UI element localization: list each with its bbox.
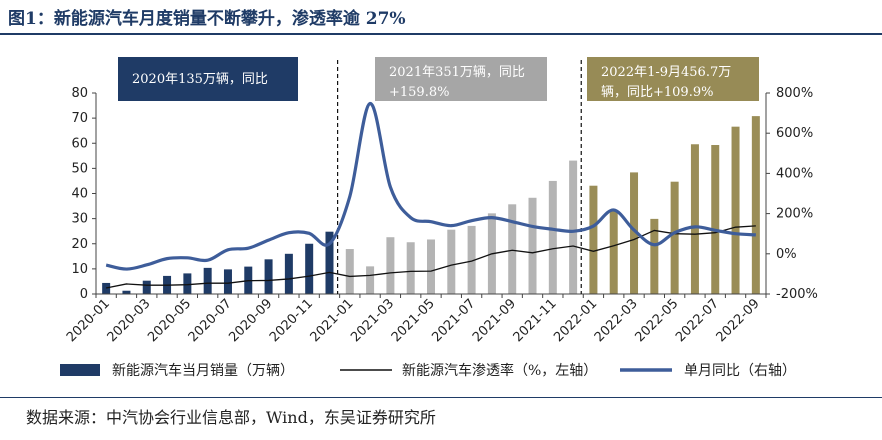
sales-bar-2022-05 [670, 181, 679, 294]
sales-bar-2021-10 [528, 197, 537, 294]
sales-bar-2021-06 [447, 229, 456, 294]
sales-bar-2021-02 [366, 266, 375, 294]
left-tick-label: 30 [71, 212, 88, 227]
right-tick-label: 400% [776, 166, 813, 181]
sales-bar-2020-02 [122, 290, 131, 294]
annotation-text: 2021年351万辆，同比 [389, 65, 525, 80]
sales-bar-2021-07 [467, 225, 476, 294]
sales-bar-2021-11 [548, 180, 557, 294]
annotation-boxes: 2020年135万辆，同比 2021年351万辆，同比 +159.8% 2022年1-… [118, 57, 759, 101]
sales-bar-2021-04 [406, 242, 415, 294]
penetration-line [106, 225, 756, 289]
x-tick-label: 2021-11 [511, 296, 560, 345]
legend-swatch-sales [60, 364, 100, 376]
annotation-text: +159.8% [389, 85, 449, 100]
sales-bar-2022-07 [711, 145, 720, 294]
right-tick-label: 0% [776, 247, 797, 262]
annotation-box [587, 57, 759, 101]
sales-bar-2022-08 [731, 126, 740, 294]
sales-bar-2020-01 [102, 282, 111, 294]
x-tick-label: 2020-07 [186, 296, 235, 345]
sales-bar-2020-07 [223, 269, 232, 294]
sales-bar-2022-09 [751, 116, 760, 295]
sales-bar-2020-10 [284, 253, 293, 294]
legend-label-sales: 新能源汽车当月销量（万辆） [112, 362, 294, 379]
sales-penetration-chart: 0 10 20 30 40 50 60 70 80 -200% 0% 200% 400% 600% 800… [60, 57, 818, 379]
x-ticks: 2020-012020-032020-052020-072020-092020-… [64, 294, 767, 345]
sales-bar-2022-04 [650, 218, 659, 294]
sales-bar-2021-03 [386, 237, 395, 294]
annotation-box [375, 57, 547, 101]
left-y-ticks: 0 10 20 30 40 50 60 70 80 [71, 86, 96, 302]
x-tick-label: 2020-11 [267, 296, 316, 345]
title-rule [0, 33, 882, 35]
right-tick-label: 200% [776, 207, 813, 222]
left-tick-label: 50 [71, 161, 88, 176]
sales-bar-2020-09 [264, 259, 273, 294]
right-tick-label: -200% [776, 287, 818, 302]
x-tick-label: 2020-05 [145, 296, 194, 345]
sales-bar-2022-02 [609, 210, 618, 294]
legend-label-yoy: 单月同比（右轴） [684, 363, 796, 379]
annotation-text: 2022年1-9月456.7万 [601, 65, 731, 80]
left-tick-label: 70 [71, 111, 88, 126]
sales-bar-2021-01 [345, 249, 354, 294]
x-tick-label: 2020-01 [64, 296, 113, 345]
x-tick-label: 2022-05 [632, 296, 681, 345]
x-tick-label: 2020-09 [226, 296, 275, 345]
x-tick-label: 2021-07 [429, 296, 478, 345]
sales-bar-2021-09 [508, 204, 517, 294]
sales-bar-2020-12 [325, 231, 334, 294]
right-tick-label: 800% [776, 86, 813, 101]
source-rule [0, 397, 882, 398]
sales-bar-2022-01 [589, 185, 598, 294]
x-tick-label: 2021-03 [348, 296, 397, 345]
sales-bar-2021-12 [569, 160, 578, 294]
annotation-text: 2020年135万辆，同比 [132, 72, 268, 87]
sales-bar-2022-03 [630, 172, 639, 294]
sales-bar-2020-05 [183, 273, 192, 294]
figure-title: 图1：新能源汽车月度销量不断攀升，渗透率逾 27% [8, 9, 406, 29]
left-tick-label: 40 [71, 187, 88, 202]
annotation-box [118, 57, 298, 101]
chart-lines [105, 101, 756, 289]
left-tick-label: 80 [71, 86, 88, 101]
sales-bar-2021-05 [427, 239, 435, 294]
right-tick-label: 600% [776, 126, 813, 141]
year-dividers [337, 60, 582, 294]
left-tick-label: 0 [80, 287, 88, 302]
yoy-line [105, 101, 756, 271]
x-tick-label: 2021-01 [308, 296, 357, 345]
x-tick-label: 2022-07 [673, 296, 722, 345]
sales-bar-2022-06 [690, 144, 699, 294]
annotation-text: 辆，同比+109.9% [601, 85, 713, 100]
x-tick-label: 2021-05 [389, 296, 438, 345]
left-tick-label: 60 [71, 136, 88, 151]
x-tick-label: 2020-03 [105, 296, 154, 345]
legend-label-penetration: 新能源汽车渗透率（%，左轴） [402, 362, 597, 379]
x-tick-label: 2022-09 [714, 296, 763, 345]
data-source: 数据来源：中汽协会行业信息部，Wind，东吴证券研究所 [26, 408, 436, 427]
sales-bar-2020-11 [305, 243, 314, 294]
right-y-ticks: -200% 0% 200% 400% 600% 800% [766, 86, 818, 302]
left-tick-label: 10 [71, 262, 88, 277]
chart-legend: 新能源汽车当月销量（万辆） 新能源汽车渗透率（%，左轴） 单月同比（右轴） [60, 362, 796, 379]
left-tick-label: 20 [71, 237, 88, 252]
sales-bars [102, 116, 760, 295]
sales-bar-2020-06 [203, 267, 212, 294]
x-tick-label: 2022-03 [592, 296, 641, 345]
x-tick-label: 2022-01 [551, 296, 600, 345]
sales-bar-2020-03 [142, 280, 151, 294]
x-tick-label: 2021-09 [470, 296, 519, 345]
